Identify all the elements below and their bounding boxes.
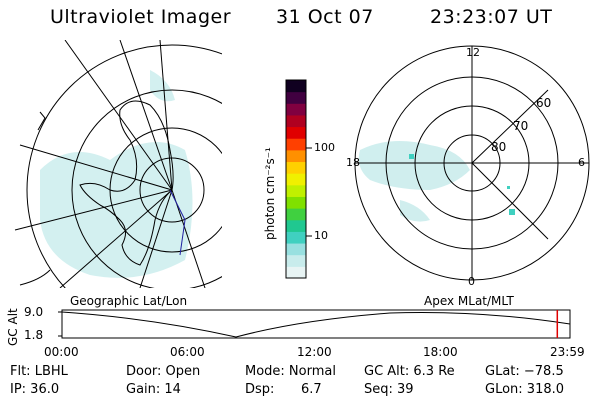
colorbar-segment <box>286 184 306 197</box>
colorbar-segment <box>286 114 306 128</box>
colorbar-segment <box>286 80 306 93</box>
mode-info: Mode: Normal <box>245 364 336 379</box>
altitude-ylabel: GC Alt <box>6 308 20 346</box>
colorbar-segment <box>286 161 306 174</box>
mlt-label-12: 12 <box>466 46 480 59</box>
date-label: 31 Oct 07 <box>276 6 374 28</box>
geo-panel-label: Geographic Lat/Lon <box>70 294 188 308</box>
colorbar-segment <box>286 254 306 267</box>
altitude-xtick-1: 06:00 <box>170 345 205 359</box>
altitude-xtick-2: 12:00 <box>297 345 332 359</box>
gc-alt-info: GC Alt: 6.3 Re <box>364 364 455 379</box>
colorbar-segment <box>286 138 306 151</box>
polar-panel-label: Apex MLat/MLT <box>424 294 514 308</box>
door-info: Door: Open <box>126 364 201 379</box>
mlat-label-80: 80 <box>491 140 507 154</box>
filter-info: Flt: LBHL <box>10 364 68 379</box>
colorbar-segment <box>286 149 306 163</box>
dsp-value: 6.7 <box>301 382 322 397</box>
colorbar-tick-100: 100 <box>314 141 335 154</box>
ip-info: IP: 36.0 <box>10 382 60 397</box>
colorbar-segment <box>286 243 306 256</box>
gain-info: Gain: 14 <box>126 382 181 397</box>
colorbar-segment <box>286 208 306 221</box>
glat-info: GLat: −78.5 <box>485 364 564 379</box>
altitude-xtick-4: 23:59 <box>550 345 585 359</box>
polar-map <box>354 45 590 281</box>
colorbar-segment <box>286 219 306 232</box>
mlt-label-18: 18 <box>346 156 360 169</box>
altitude-plot <box>58 309 571 339</box>
colorbar-segment <box>286 266 306 279</box>
instrument-title: Ultraviolet Imager <box>50 6 232 28</box>
colorbar-segment <box>286 126 306 139</box>
mlat-label-60: 60 <box>536 96 552 110</box>
colorbar-tick-10: 10 <box>314 229 328 242</box>
time-label: 23:23:07 UT <box>430 6 553 28</box>
altitude-xtick-3: 18:00 <box>423 345 458 359</box>
dsp-label: Dsp: <box>245 382 275 397</box>
colorbar <box>286 80 306 279</box>
colorbar-segment <box>286 91 306 104</box>
mlat-label-70: 70 <box>513 119 529 133</box>
colorbar-unit-label: photon cm⁻²s⁻¹ <box>263 147 277 240</box>
mlt-label-6: 6 <box>578 156 585 169</box>
colorbar-segment <box>286 173 306 186</box>
glon-info: GLon: 318.0 <box>485 382 565 397</box>
altitude-ytick-max: 9.0 <box>24 305 44 319</box>
altitude-ytick-min: 1.8 <box>24 328 44 342</box>
colorbar-segment <box>286 103 306 116</box>
seq-info: Seq: 39 <box>364 382 414 397</box>
mlt-label-0: 0 <box>468 275 475 288</box>
colorbar-segment <box>286 196 306 209</box>
colorbar-segment <box>286 231 306 244</box>
aurora-emission-polar <box>358 141 470 222</box>
altitude-xtick-0: 00:00 <box>44 345 79 359</box>
